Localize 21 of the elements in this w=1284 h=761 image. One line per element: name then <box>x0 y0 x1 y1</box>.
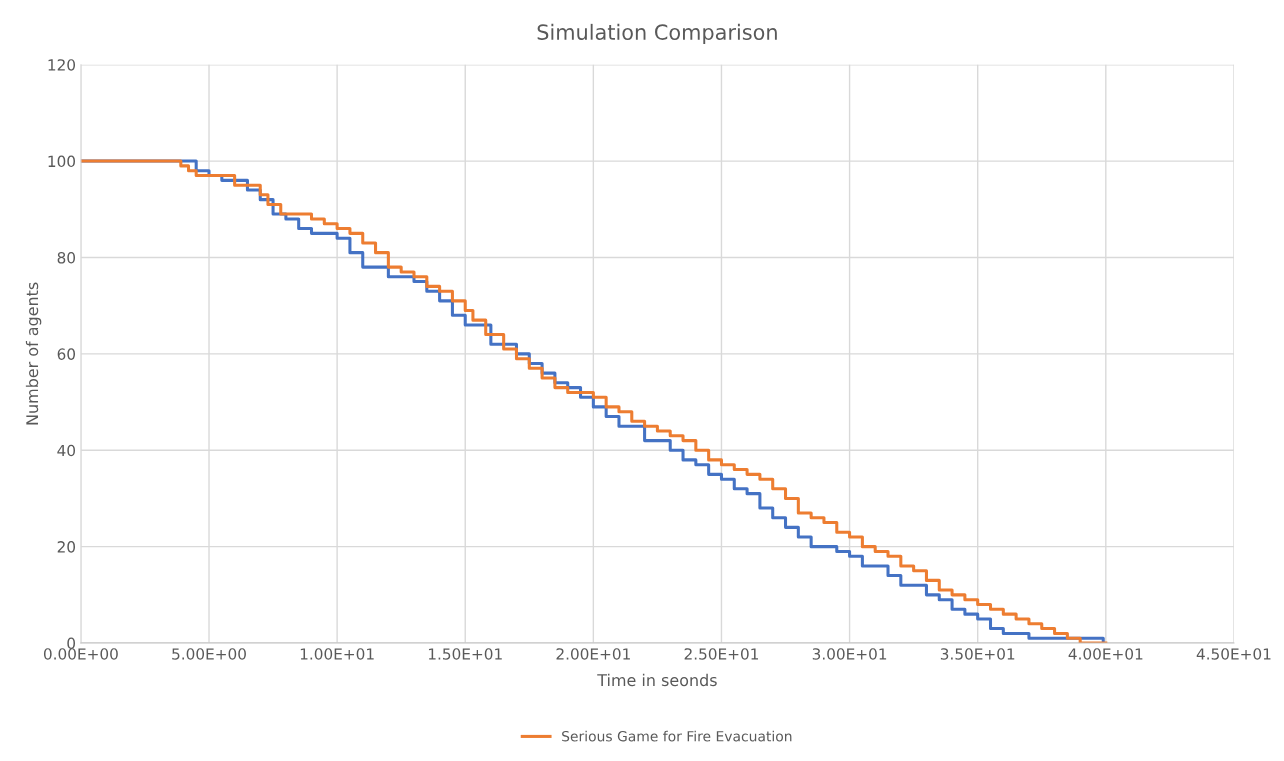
x-tick-label: 5.00E+00 <box>172 648 246 660</box>
legend-label: Serious Game for Fire Evacuation <box>562 730 792 742</box>
y-tick-label: 40 <box>57 444 76 457</box>
y-tick-label: 60 <box>57 348 76 360</box>
x-tick-label: 4.50E+01 <box>1196 648 1271 660</box>
x-tick-label: 3.00E+01 <box>812 648 887 660</box>
y-axis-title: Number of agents <box>25 282 42 425</box>
x-tick-label: 0.00E+00 <box>43 648 118 660</box>
x-tick-label: 1.00E+01 <box>300 648 374 660</box>
x-tick-label: 3.50E+01 <box>940 648 1015 660</box>
x-axis-title: Time in seonds <box>597 673 717 687</box>
x-tick-label: 2.00E+01 <box>556 648 630 660</box>
chart-title: Simulation Comparison <box>537 23 777 45</box>
x-tick-label: 4.00E+01 <box>1068 648 1143 660</box>
y-tick-label: 0 <box>67 637 76 650</box>
y-tick-label: 120 <box>48 59 76 71</box>
y-tick-label: 20 <box>57 541 76 553</box>
y-tick-label: 100 <box>48 155 76 168</box>
x-tick-label: 1.50E+01 <box>428 648 502 660</box>
x-tick-label: 2.50E+01 <box>684 648 759 660</box>
y-tick-label: 80 <box>57 251 76 264</box>
